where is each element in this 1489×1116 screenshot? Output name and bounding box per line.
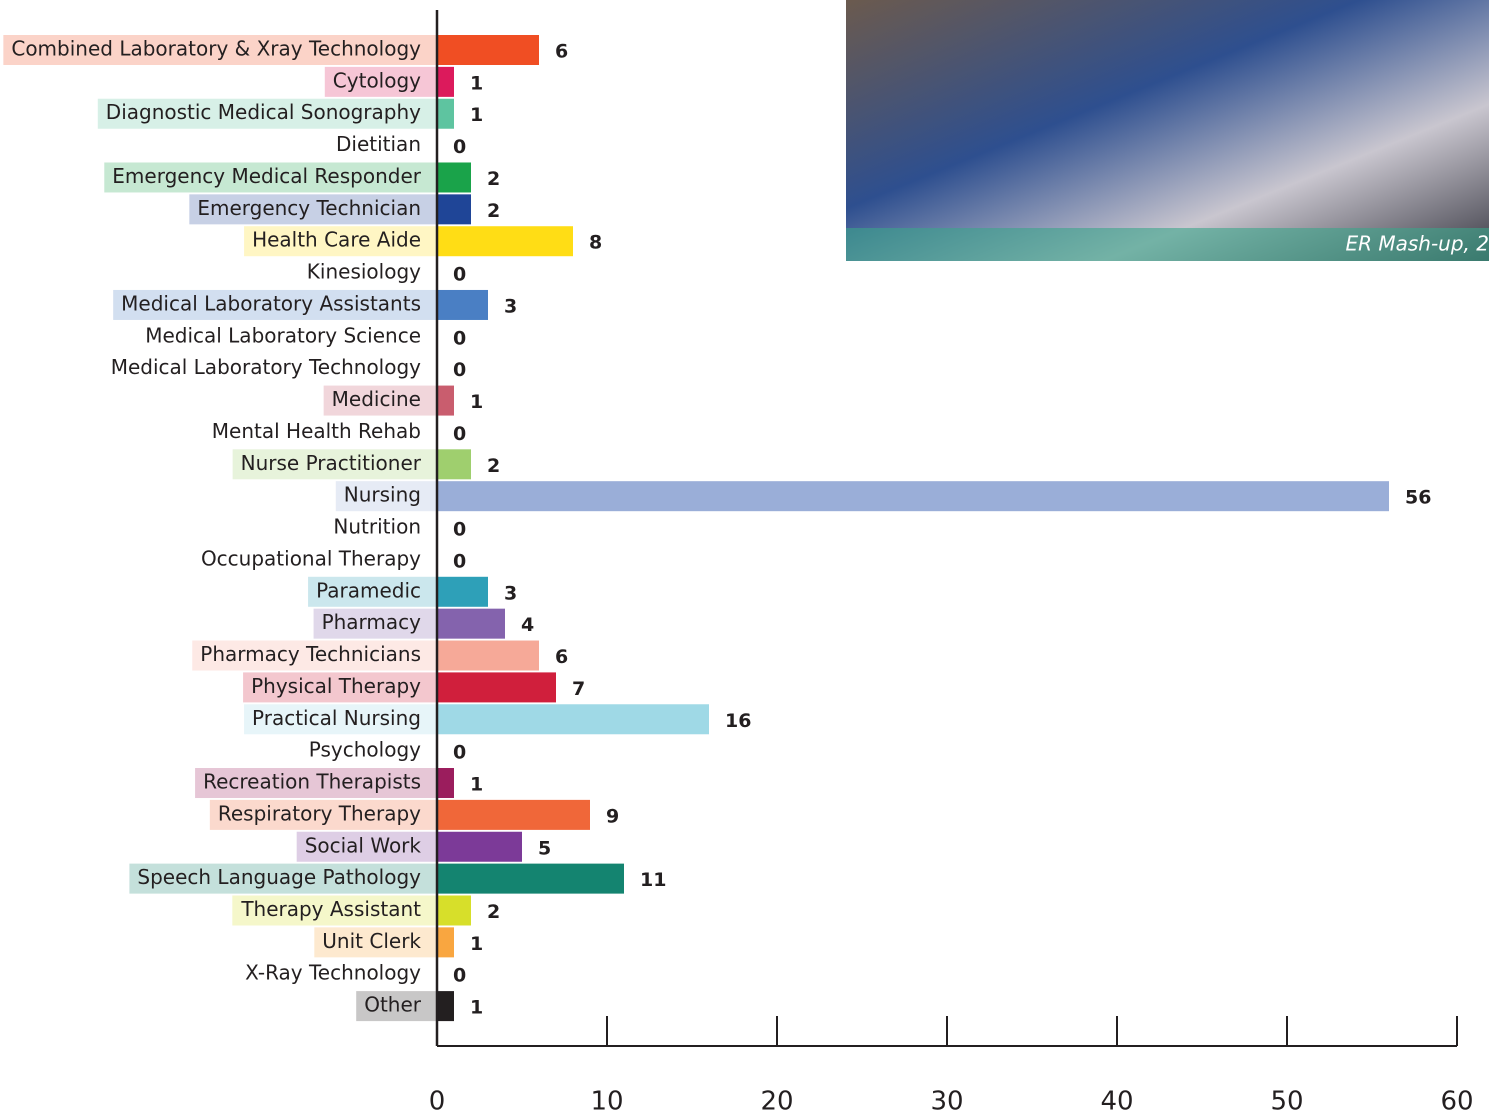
- bar: [437, 226, 573, 256]
- y-tick-label: Dietitian: [336, 132, 421, 156]
- x-tick-label: 10: [590, 1087, 623, 1116]
- y-tick-label: Recreation Therapists: [203, 770, 421, 794]
- bar: [437, 35, 539, 65]
- bar: [437, 577, 488, 607]
- y-tick-label: Medical Laboratory Science: [145, 323, 421, 347]
- y-tick-label: Practical Nursing: [252, 706, 421, 730]
- y-tick-label: Speech Language Pathology: [137, 865, 421, 889]
- y-tick-label: Pharmacy: [322, 610, 422, 634]
- y-tick-label: Physical Therapy: [251, 674, 421, 698]
- value-label: 1: [470, 933, 483, 955]
- y-tick-label: Medical Laboratory Technology: [111, 355, 421, 379]
- y-tick-label: Medicine: [332, 387, 421, 411]
- y-tick-label: Mental Health Rehab: [212, 419, 421, 443]
- bar: [437, 481, 1389, 511]
- y-tick-label: Respiratory Therapy: [218, 801, 421, 825]
- value-label: 0: [453, 423, 466, 445]
- bar: [437, 672, 556, 702]
- y-tick-label: Psychology: [309, 738, 421, 762]
- value-label: 56: [1405, 487, 1431, 509]
- bar: [437, 162, 471, 192]
- value-label: 0: [453, 519, 466, 541]
- bar: [437, 864, 624, 894]
- photo-image: [846, 0, 1489, 261]
- image-caption: ER Mash-up, 2: [1345, 232, 1489, 256]
- value-label: 6: [555, 41, 568, 63]
- value-label: 2: [487, 168, 500, 190]
- value-label: 3: [504, 295, 517, 317]
- x-tick-label: 20: [760, 1087, 793, 1116]
- value-label: 0: [453, 965, 466, 987]
- bar: [437, 194, 471, 224]
- value-label: 1: [470, 391, 483, 413]
- bar: [437, 991, 454, 1021]
- bar: [437, 449, 471, 479]
- value-label: 3: [504, 582, 517, 604]
- value-label: 11: [640, 869, 666, 891]
- bar: [437, 768, 454, 798]
- bar: [437, 895, 471, 925]
- chart: ER Mash-up, 2 0102030405060Combined Labo…: [0, 0, 1489, 1116]
- value-label: 6: [555, 646, 568, 668]
- bar: [437, 290, 488, 320]
- y-tick-label: Health Care Aide: [252, 228, 421, 252]
- y-tick-label: Medical Laboratory Assistants: [121, 291, 421, 315]
- y-tick-label: Other: [364, 993, 422, 1017]
- bar: [437, 609, 505, 639]
- x-tick-label: 0: [429, 1087, 446, 1116]
- bar: [437, 832, 522, 862]
- value-label: 16: [725, 710, 751, 732]
- value-label: 4: [521, 614, 534, 636]
- y-tick-label: Emergency Medical Responder: [112, 164, 421, 188]
- value-label: 2: [487, 200, 500, 222]
- bar: [437, 99, 454, 129]
- x-tick-label: 60: [1440, 1087, 1473, 1116]
- y-tick-label: Nutrition: [333, 515, 421, 539]
- value-label: 1: [470, 997, 483, 1019]
- value-label: 8: [589, 232, 602, 254]
- value-label: 1: [470, 774, 483, 796]
- bar: [437, 800, 590, 830]
- bar: [437, 641, 539, 671]
- y-tick-label: Unit Clerk: [322, 929, 421, 953]
- y-tick-label: Nurse Practitioner: [241, 451, 422, 475]
- y-tick-label: Pharmacy Technicians: [200, 642, 421, 666]
- value-label: 0: [453, 136, 466, 158]
- x-tick-label: 30: [930, 1087, 963, 1116]
- bar: [437, 927, 454, 957]
- bar: [437, 67, 454, 97]
- y-tick-label: Diagnostic Medical Sonography: [106, 100, 421, 124]
- value-label: 2: [487, 901, 500, 923]
- photo: ER Mash-up, 2: [846, 0, 1489, 261]
- y-tick-label: Kinesiology: [307, 260, 421, 284]
- value-label: 0: [453, 550, 466, 572]
- value-label: 1: [470, 104, 483, 126]
- y-tick-label: Social Work: [305, 833, 422, 857]
- value-label: 1: [470, 72, 483, 94]
- value-label: 9: [606, 805, 619, 827]
- value-label: 0: [453, 264, 466, 286]
- value-label: 0: [453, 359, 466, 381]
- value-label: 7: [572, 678, 585, 700]
- y-tick-label: Therapy Assistant: [240, 897, 421, 921]
- bar: [437, 386, 454, 416]
- x-tick-label: 50: [1270, 1087, 1303, 1116]
- bar: [437, 704, 709, 734]
- value-label: 0: [453, 742, 466, 764]
- y-tick-label: Emergency Technician: [197, 196, 421, 220]
- y-tick-label: X-Ray Technology: [245, 961, 421, 985]
- y-tick-label: Cytology: [333, 68, 421, 92]
- y-tick-label: Paramedic: [316, 578, 421, 602]
- y-tick-label: Combined Laboratory & Xray Technology: [11, 37, 421, 61]
- value-label: 0: [453, 327, 466, 349]
- x-tick-label: 40: [1100, 1087, 1133, 1116]
- value-label: 5: [538, 837, 551, 859]
- value-label: 2: [487, 455, 500, 477]
- y-tick-label: Occupational Therapy: [201, 546, 421, 570]
- y-tick-label: Nursing: [344, 483, 421, 507]
